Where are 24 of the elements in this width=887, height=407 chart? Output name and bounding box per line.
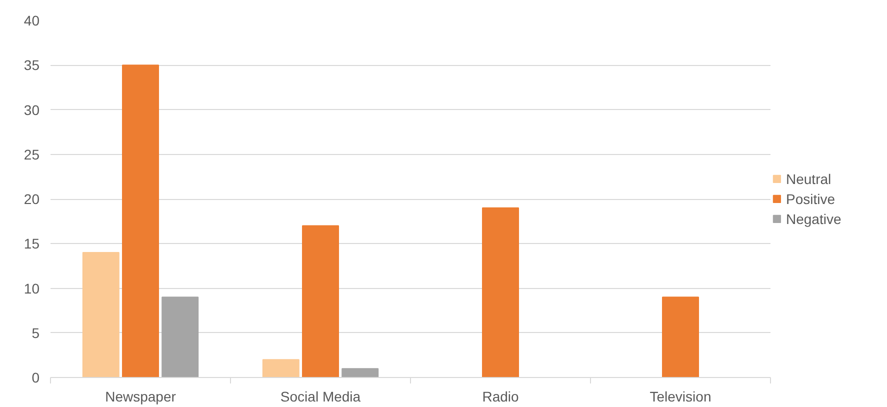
y-tick-label: 40 bbox=[24, 12, 40, 28]
bar bbox=[662, 296, 699, 378]
bar bbox=[162, 296, 199, 378]
bar bbox=[342, 368, 379, 378]
y-tick-label: 35 bbox=[24, 57, 40, 74]
bar bbox=[82, 252, 120, 378]
bar bbox=[122, 64, 159, 378]
bar bbox=[302, 225, 339, 378]
y-tick-label: 20 bbox=[24, 191, 40, 207]
x-tick-label: Social Media bbox=[280, 388, 361, 404]
legend-label: Positive bbox=[786, 190, 836, 206]
y-tick-label: 25 bbox=[24, 146, 40, 162]
y-tick-label: 0 bbox=[32, 370, 40, 386]
legend-label: Negative bbox=[786, 210, 842, 226]
x-tick-label: Radio bbox=[482, 388, 520, 404]
y-tick-label: 30 bbox=[24, 102, 40, 118]
y-tick-label: 5 bbox=[32, 324, 40, 341]
y-tick-label: 10 bbox=[24, 280, 40, 296]
x-tick-label: Newspaper bbox=[105, 388, 176, 404]
bar bbox=[262, 359, 300, 378]
x-tick-label: Television bbox=[650, 388, 712, 404]
bar bbox=[482, 207, 519, 378]
legend-label: Neutral bbox=[786, 170, 832, 186]
y-tick-label: 15 bbox=[24, 236, 40, 252]
